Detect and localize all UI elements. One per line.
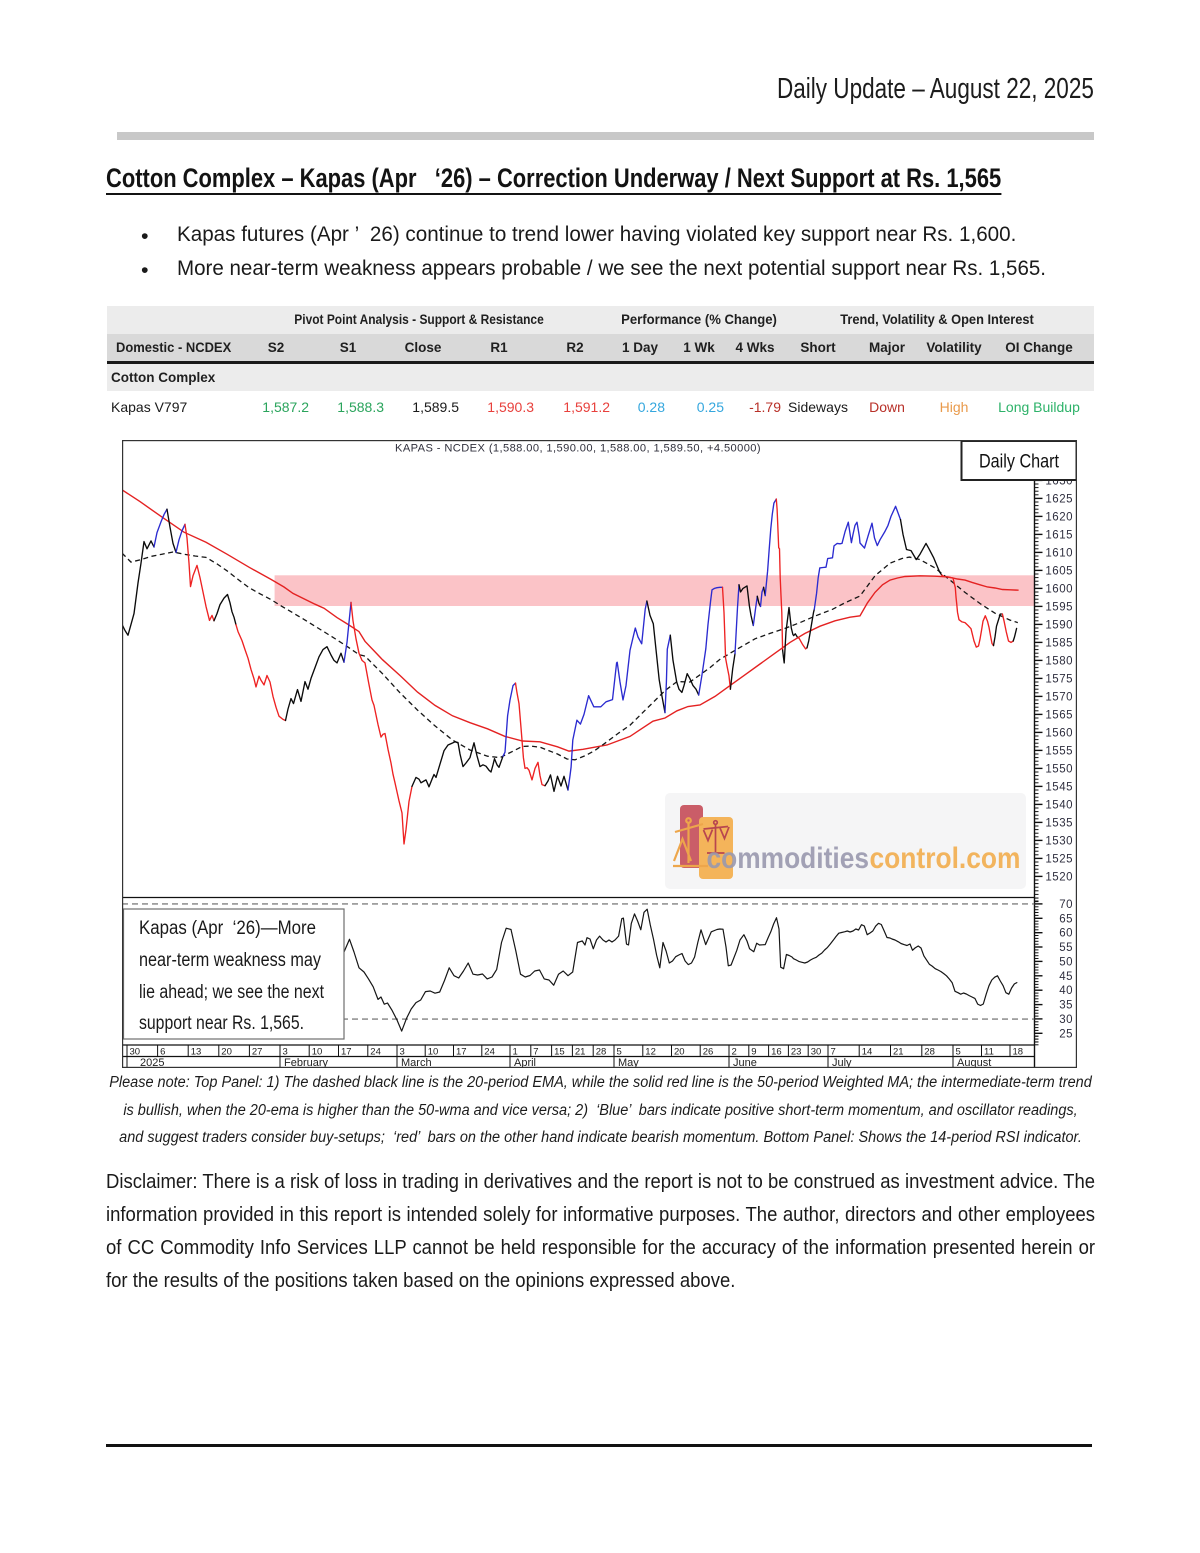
svg-text:July: July xyxy=(832,1057,852,1068)
svg-text:40: 40 xyxy=(1059,985,1073,997)
svg-text:1565: 1565 xyxy=(1045,709,1073,721)
svg-text:20: 20 xyxy=(674,1047,685,1058)
svg-text:June: June xyxy=(733,1057,757,1068)
svg-text:1540: 1540 xyxy=(1045,799,1073,811)
svg-text:10: 10 xyxy=(312,1047,323,1058)
svg-text:1585: 1585 xyxy=(1045,637,1073,649)
svg-text:65: 65 xyxy=(1059,913,1073,925)
svg-text:1605: 1605 xyxy=(1045,565,1073,577)
svg-text:55: 55 xyxy=(1059,942,1073,954)
svg-text:1535: 1535 xyxy=(1045,817,1073,829)
svg-text:1555: 1555 xyxy=(1045,745,1073,757)
svg-text:28: 28 xyxy=(924,1047,935,1058)
svg-text:7: 7 xyxy=(533,1047,538,1058)
svg-text:12: 12 xyxy=(645,1047,656,1058)
svg-text:13: 13 xyxy=(191,1047,202,1058)
svg-text:25: 25 xyxy=(1059,1028,1073,1040)
svg-text:14: 14 xyxy=(862,1047,873,1058)
svg-text:Daily Chart: Daily Chart xyxy=(979,452,1060,473)
svg-text:30: 30 xyxy=(811,1047,822,1058)
svg-text:50: 50 xyxy=(1059,956,1073,968)
svg-text:27: 27 xyxy=(252,1047,263,1058)
svg-text:17: 17 xyxy=(456,1047,467,1058)
svg-text:1625: 1625 xyxy=(1045,493,1073,505)
svg-text:18: 18 xyxy=(1013,1047,1024,1058)
svg-text:2: 2 xyxy=(732,1047,737,1058)
svg-text:February: February xyxy=(284,1057,329,1068)
svg-text:9: 9 xyxy=(751,1047,756,1058)
svg-text:1545: 1545 xyxy=(1045,781,1073,793)
svg-text:1610: 1610 xyxy=(1045,547,1073,559)
svg-text:1570: 1570 xyxy=(1045,691,1073,703)
svg-text:1600: 1600 xyxy=(1045,583,1073,595)
svg-text:11: 11 xyxy=(984,1047,994,1058)
svg-text:3: 3 xyxy=(283,1047,288,1058)
svg-text:1560: 1560 xyxy=(1045,727,1073,739)
svg-text:1530: 1530 xyxy=(1045,835,1073,847)
svg-text:3: 3 xyxy=(400,1047,405,1058)
svg-text:5: 5 xyxy=(617,1047,622,1058)
svg-text:16: 16 xyxy=(771,1047,782,1058)
svg-text:1590: 1590 xyxy=(1045,619,1073,631)
svg-text:35: 35 xyxy=(1059,1000,1073,1012)
svg-text:15: 15 xyxy=(554,1047,565,1058)
svg-text:1620: 1620 xyxy=(1045,511,1073,523)
svg-text:1595: 1595 xyxy=(1045,601,1073,613)
svg-text:30: 30 xyxy=(1059,1014,1073,1026)
svg-text:support near Rs. 1,565.: support near Rs. 1,565. xyxy=(139,1013,304,1034)
svg-text:70: 70 xyxy=(1059,899,1073,911)
svg-text:1: 1 xyxy=(513,1047,518,1058)
svg-text:April: April xyxy=(514,1057,536,1068)
svg-text:Kapas (Apr ‘26)—More: Kapas (Apr ‘26)—More xyxy=(139,918,316,939)
svg-text:28: 28 xyxy=(596,1047,607,1058)
svg-text:1575: 1575 xyxy=(1045,673,1073,685)
svg-text:21: 21 xyxy=(575,1047,586,1058)
svg-text:KAPAS - NCDEX (1,588.00, 1,590: KAPAS - NCDEX (1,588.00, 1,590.00, 1,588… xyxy=(395,443,761,455)
svg-text:26: 26 xyxy=(703,1047,714,1058)
svg-text:August: August xyxy=(957,1057,991,1068)
svg-text:control.com: control.com xyxy=(870,842,1021,875)
svg-text:1550: 1550 xyxy=(1045,763,1073,775)
svg-text:23: 23 xyxy=(791,1047,802,1058)
svg-text:5: 5 xyxy=(956,1047,961,1058)
svg-text:1525: 1525 xyxy=(1045,853,1073,865)
svg-text:1580: 1580 xyxy=(1045,655,1073,667)
svg-text:1615: 1615 xyxy=(1045,529,1073,541)
svg-text:60: 60 xyxy=(1059,928,1073,940)
svg-text:10: 10 xyxy=(428,1047,439,1058)
svg-text:20: 20 xyxy=(221,1047,232,1058)
svg-text:May: May xyxy=(618,1057,639,1068)
svg-text:lie ahead; we see the next: lie ahead; we see the next xyxy=(139,982,325,1003)
svg-text:24: 24 xyxy=(484,1047,495,1058)
svg-text:commodities: commodities xyxy=(707,842,870,875)
svg-text:near-term weakness may: near-term weakness may xyxy=(139,950,321,971)
svg-text:45: 45 xyxy=(1059,971,1073,983)
svg-text:March: March xyxy=(401,1057,432,1068)
svg-text:2025: 2025 xyxy=(140,1057,164,1068)
svg-text:24: 24 xyxy=(370,1047,381,1058)
svg-text:17: 17 xyxy=(341,1047,352,1058)
svg-text:1520: 1520 xyxy=(1045,871,1073,883)
svg-text:30: 30 xyxy=(130,1047,141,1058)
svg-text:21: 21 xyxy=(893,1047,904,1058)
svg-text:7: 7 xyxy=(831,1047,836,1058)
svg-text:6: 6 xyxy=(160,1047,165,1058)
